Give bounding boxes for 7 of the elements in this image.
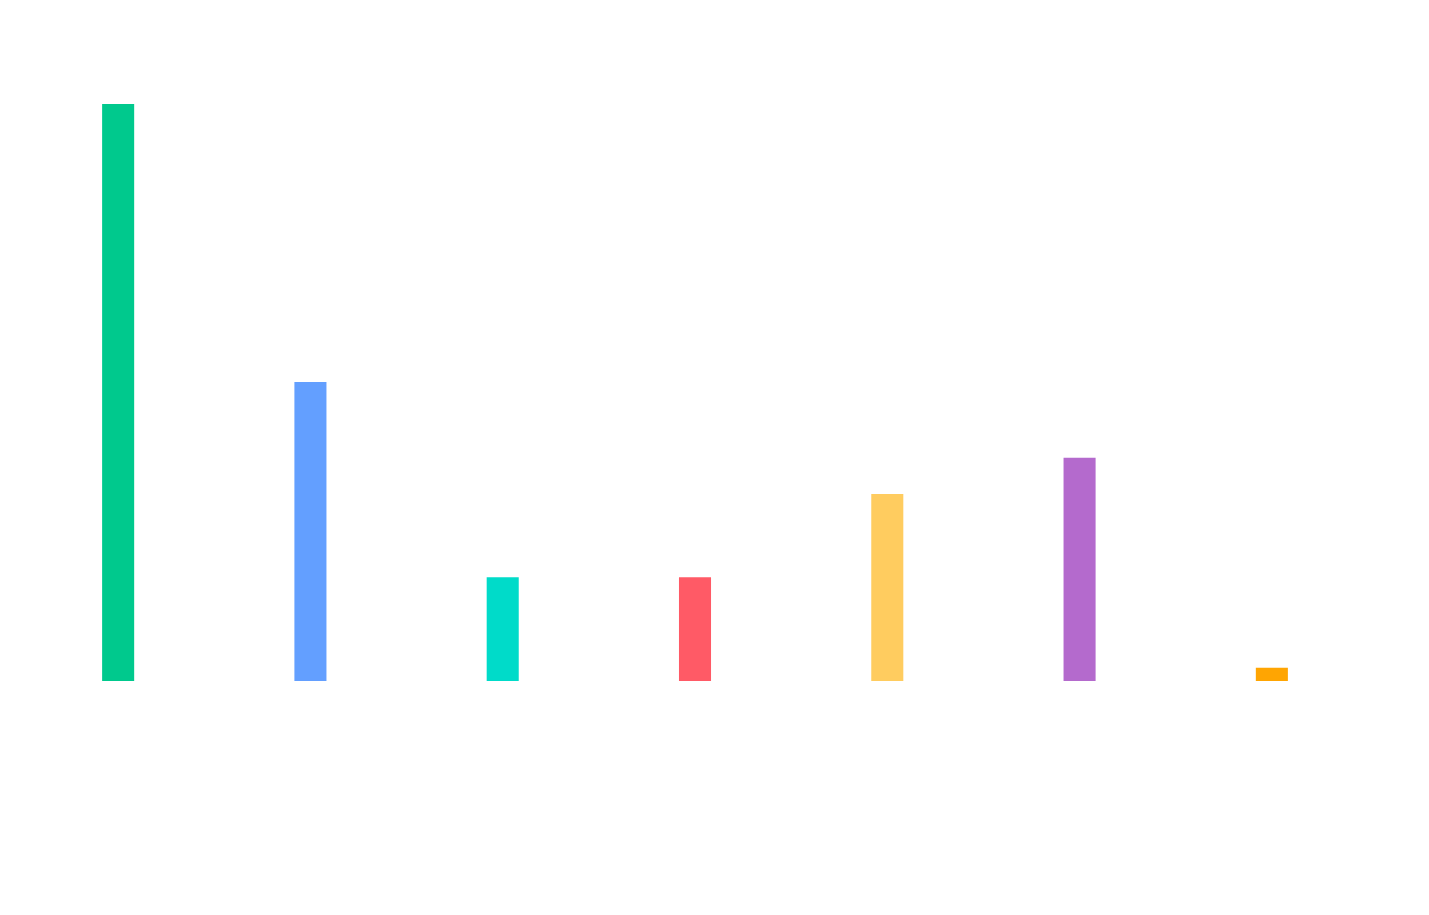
bar: [871, 494, 904, 681]
bar: [102, 104, 135, 681]
bar: [1063, 457, 1096, 681]
bar: [678, 577, 712, 681]
bar: [486, 577, 519, 681]
bar: [1255, 667, 1288, 681]
bar: [294, 382, 327, 681]
